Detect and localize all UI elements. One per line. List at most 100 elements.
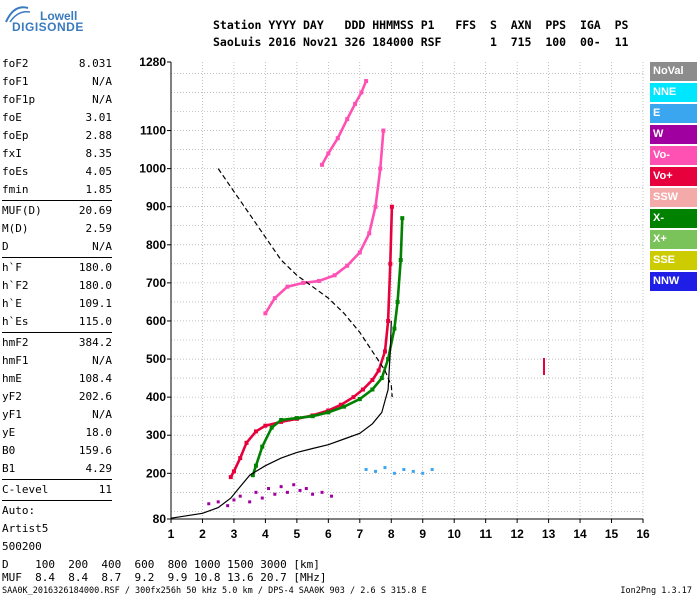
legend-item-vo: Vo- bbox=[650, 146, 697, 165]
param-label: fmin bbox=[2, 183, 29, 196]
x-tick-label: 9 bbox=[419, 527, 426, 541]
chart-ticks: 1 2 3 4 5 6 7 8 9 10 11 12 13 14 15 1680200300400500600… bbox=[139, 55, 650, 541]
trace-point bbox=[332, 273, 337, 278]
y-tick-label: 1100 bbox=[140, 124, 166, 138]
trace-point bbox=[285, 284, 290, 289]
param-label: foF1 bbox=[2, 75, 29, 88]
data-point bbox=[285, 490, 289, 494]
x-tick-label: 4 bbox=[262, 527, 269, 541]
trace-point bbox=[310, 414, 315, 419]
data-point bbox=[238, 494, 242, 498]
param-row: Artist5 bbox=[2, 520, 112, 538]
param-row: yF1 N/A bbox=[2, 406, 112, 424]
trace-point bbox=[392, 326, 397, 331]
param-value: 109.1 bbox=[78, 297, 112, 310]
trace-point bbox=[263, 423, 268, 428]
polarization-legend: NoVal NNE E W Vo- Vo+ SSW X- X+ SSE NNW bbox=[650, 62, 697, 293]
chart-grid bbox=[170, 62, 644, 519]
param-value: 8.031 bbox=[78, 57, 112, 70]
trace-point bbox=[316, 278, 321, 283]
trace-point bbox=[381, 128, 386, 133]
legend-item-e: E bbox=[650, 104, 697, 123]
header-row2: SaoLuis 2016 Nov21 326 184000 RSF 1 715 … bbox=[213, 35, 629, 49]
series-line bbox=[229, 206, 394, 478]
param-value: 11 bbox=[98, 483, 112, 496]
param-value: 180.0 bbox=[78, 261, 112, 274]
param-row: fxI 8.35 bbox=[2, 145, 112, 163]
logo-line2: DIGISONDE bbox=[12, 20, 84, 34]
data-point bbox=[329, 494, 333, 498]
param-value: N/A bbox=[92, 408, 112, 421]
param-row: Auto: bbox=[2, 502, 112, 520]
param-label: h`E bbox=[2, 297, 22, 310]
data-point bbox=[402, 467, 406, 471]
param-separator bbox=[2, 200, 112, 201]
x-tick-label: 16 bbox=[636, 527, 650, 541]
trace-point bbox=[370, 387, 375, 392]
logo-line1: Lowell bbox=[40, 9, 78, 23]
trace-point bbox=[263, 311, 268, 316]
trace-point bbox=[367, 231, 372, 236]
data-point bbox=[267, 487, 271, 491]
y-tick-label: 1000 bbox=[139, 162, 166, 176]
marker-bar bbox=[543, 358, 545, 375]
data-point bbox=[311, 492, 315, 496]
x-tick-label: 6 bbox=[325, 527, 332, 541]
parameter-list: foF2 8.031 foF1 N/A foF1p N/A foE 3.01 foEp 2.88 f… bbox=[2, 55, 112, 556]
param-value: 18.0 bbox=[85, 426, 113, 439]
param-row: foEp 2.88 bbox=[2, 127, 112, 145]
digisonde-logo: Lowell DIGISONDE bbox=[0, 0, 83, 40]
param-label: yF2 bbox=[2, 390, 22, 403]
data-point bbox=[226, 504, 230, 508]
param-row: hmF1 N/A bbox=[2, 352, 112, 370]
trace-point bbox=[253, 429, 258, 434]
data-point bbox=[248, 500, 252, 504]
param-value: 115.0 bbox=[78, 315, 112, 328]
x-tick-label: 13 bbox=[542, 527, 556, 541]
param-row: foF1 N/A bbox=[2, 73, 112, 91]
param-row: fmin 1.85 bbox=[2, 181, 112, 199]
trace-point bbox=[373, 204, 378, 209]
param-row: yE 18.0 bbox=[2, 424, 112, 442]
trace-point bbox=[389, 204, 394, 209]
x-tick-label: 14 bbox=[573, 527, 587, 541]
y-tick-label: 80 bbox=[153, 512, 167, 526]
trace-point bbox=[360, 387, 365, 392]
series-line bbox=[264, 130, 385, 315]
trace-point bbox=[338, 402, 343, 407]
trace-point bbox=[269, 425, 274, 430]
param-value: 4.29 bbox=[85, 462, 113, 475]
param-separator bbox=[2, 257, 112, 258]
param-row: D N/A bbox=[2, 238, 112, 256]
param-label: B0 bbox=[2, 444, 16, 457]
trace-point bbox=[279, 417, 284, 422]
data-point bbox=[304, 487, 308, 491]
legend-item-vo: Vo+ bbox=[650, 167, 697, 186]
param-row: 500200 bbox=[2, 538, 112, 556]
trace-point bbox=[388, 261, 393, 266]
param-separator bbox=[2, 479, 112, 480]
data-point bbox=[207, 502, 211, 506]
trace-point bbox=[370, 377, 375, 382]
y-tick-label: 300 bbox=[146, 428, 166, 442]
legend-item-noval: NoVal bbox=[650, 62, 697, 81]
param-row: h`E 109.1 bbox=[2, 295, 112, 313]
trace-point bbox=[326, 151, 331, 156]
param-label: yF1 bbox=[2, 408, 22, 421]
param-label: h`Es bbox=[2, 315, 29, 328]
data-point bbox=[392, 471, 396, 475]
trace-point bbox=[379, 376, 384, 381]
trace-point bbox=[228, 475, 233, 480]
param-value: 2.88 bbox=[85, 129, 113, 142]
y-tick-label: 800 bbox=[146, 238, 166, 252]
trace-point bbox=[359, 90, 364, 95]
param-label: yE bbox=[2, 426, 16, 439]
trace-point bbox=[400, 216, 405, 221]
footer-info: SAA0K_2016326184000.RSF / 300fx256h 50 k… bbox=[2, 586, 427, 596]
legend-item-x: X+ bbox=[650, 230, 697, 249]
param-value: N/A bbox=[92, 354, 112, 367]
logo-mark bbox=[5, 6, 31, 23]
param-row: C-level 11 bbox=[2, 481, 112, 499]
param-row: foEs 4.05 bbox=[2, 163, 112, 181]
